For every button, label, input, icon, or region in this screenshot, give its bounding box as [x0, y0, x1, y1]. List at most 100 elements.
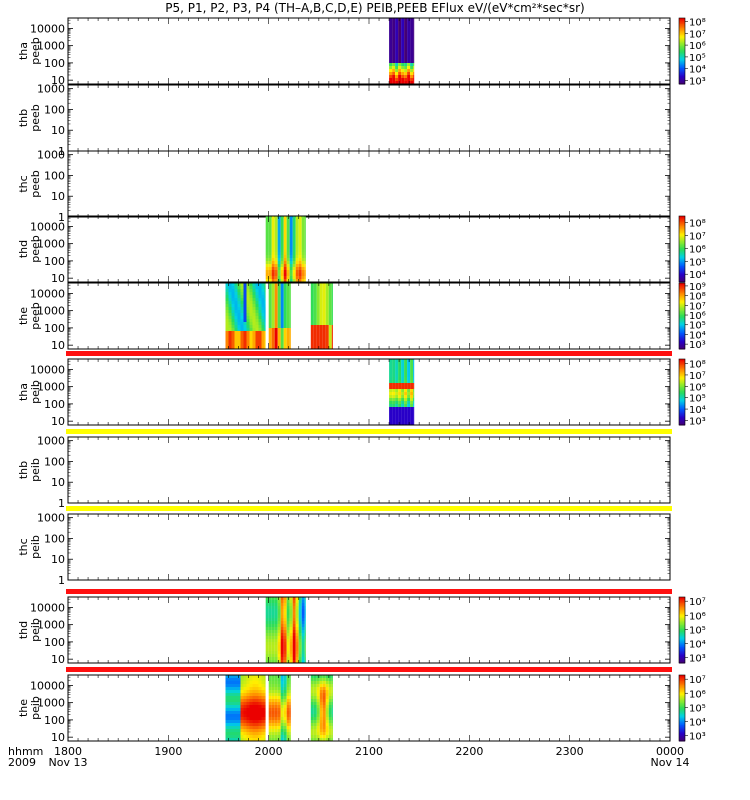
x-tick-label: 1800 — [54, 745, 82, 758]
colorbar-tick-label: 10⁵ — [689, 703, 706, 714]
colorbar-tick-label: 10⁷ — [689, 301, 706, 312]
colorbar-tick-label: 10⁵ — [689, 257, 706, 268]
colorbar-tick-label: 10⁵ — [689, 625, 706, 636]
probe-label: thb — [17, 109, 30, 127]
probe-label: thc — [17, 175, 30, 192]
spectrogram-block — [225, 675, 266, 741]
y-tick-label: 10000 — [30, 601, 65, 614]
panel-frame — [67, 358, 671, 426]
y-tick-label: 1 — [58, 211, 65, 224]
y-tick-label: 100 — [44, 714, 65, 727]
x-axis-year: 2009 — [8, 756, 36, 769]
product-label: peib — [29, 696, 42, 720]
y-tick-label: 1000 — [37, 619, 65, 632]
mode-bar — [66, 667, 672, 672]
colorbar-tick-label: 10⁸ — [689, 18, 706, 29]
y-tick-label: 10 — [51, 74, 65, 87]
colorbar-tick-label: 10⁸ — [689, 292, 706, 303]
colorbar: 10⁴ 10⁵ 10⁶ 10⁷ 10⁸ — [678, 215, 706, 283]
spectrogram-block — [389, 359, 415, 425]
probe-label: tha — [17, 42, 30, 60]
product-label: peeb — [29, 235, 42, 263]
mode-bar — [66, 506, 672, 511]
y-tick-label: 10 — [51, 339, 65, 352]
x-tick-label: 2100 — [355, 745, 383, 758]
colorbar-tick-label: 10⁷ — [689, 597, 706, 608]
y-tick-label: 10 — [51, 124, 65, 137]
probe-label: thc — [17, 538, 30, 555]
x-tick-label: 2300 — [556, 745, 584, 758]
y-tick-label: 100 — [44, 57, 65, 70]
colorbar-tick-label: 10⁶ — [689, 611, 706, 622]
y-tick-label: 100 — [44, 103, 65, 116]
y-tick-label: 10 — [51, 553, 65, 566]
x-axis-label: hhmm — [8, 745, 43, 758]
mode-bar — [66, 429, 672, 434]
colorbar-tick-label: 10⁴ — [689, 65, 706, 76]
colorbar-tick-label: 10³ — [689, 340, 706, 351]
panel-frame — [67, 674, 671, 742]
colorbar-tick-label: 10⁵ — [689, 394, 706, 405]
y-tick-label: 1 — [58, 574, 65, 587]
panel-frame — [67, 513, 671, 581]
colorbar-tick-label: 10⁸ — [689, 360, 706, 371]
y-tick-label: 1000 — [37, 381, 65, 394]
y-tick-label: 10000 — [30, 679, 65, 692]
colorbar-tick-label: 10⁴ — [689, 330, 706, 341]
probe-label: the — [17, 307, 30, 325]
product-label: peib — [29, 380, 42, 404]
y-tick-label: 100 — [44, 636, 65, 649]
spectrogram-block — [225, 283, 266, 349]
spectrogram-block — [265, 597, 306, 663]
y-tick-label: 1000 — [37, 40, 65, 53]
mode-bar — [66, 589, 672, 594]
colorbar-tick-label: 10⁶ — [689, 311, 706, 322]
panel-thb-peeb: 1 10 100 1000 thb peeb — [17, 83, 671, 158]
probe-label: the — [17, 699, 30, 717]
y-tick-label: 1000 — [37, 305, 65, 318]
y-tick-label: 1000 — [37, 435, 65, 448]
colorbar-tick-label: 10⁷ — [689, 371, 706, 382]
colorbar-tick-label: 10⁷ — [689, 231, 706, 242]
colorbar-tick-label: 10⁶ — [689, 244, 706, 255]
y-tick-label: 10000 — [30, 363, 65, 376]
y-tick-label: 1000 — [37, 238, 65, 251]
y-tick-label: 10000 — [30, 22, 65, 35]
x-tick-label: 1900 — [154, 745, 182, 758]
spectrogram-block — [310, 675, 333, 741]
product-label: peeb — [29, 104, 42, 132]
colorbar-tick-label: 10⁶ — [689, 689, 706, 700]
date-label: Nov 13 — [49, 756, 88, 769]
colorbar-tick-label: 10⁷ — [689, 29, 706, 40]
probe-label: thb — [17, 461, 30, 479]
colorbar: 10³ 10⁴ 10⁵ 10⁶ 10⁷ — [678, 674, 706, 742]
mode-bar — [66, 351, 672, 356]
chart-title: P5, P1, P2, P3, P4 (TH–A,B,C,D,E) PEIB,P… — [165, 1, 585, 15]
spectrogram-block — [310, 283, 333, 349]
x-tick-label: 2000 — [255, 745, 283, 758]
y-tick-label: 10 — [51, 653, 65, 666]
colorbar-tick-label: 10⁴ — [689, 639, 706, 650]
product-label: peeb — [29, 37, 42, 65]
spectrogram-block — [268, 675, 291, 741]
colorbar-tick-label: 10³ — [689, 76, 706, 87]
x-tick-label: 2200 — [455, 745, 483, 758]
product-label: peeb — [29, 170, 42, 198]
panel-thc-peib: 1 10 100 1000 thc peib — [17, 506, 672, 587]
colorbar-tick-label: 10⁶ — [689, 382, 706, 393]
colorbar-tick-label: 10⁶ — [689, 41, 706, 52]
product-label: peib — [29, 618, 42, 642]
panel-thc-peeb: 1 10 100 1000 thc peeb — [17, 149, 671, 224]
colorbar-tick-label: 10⁸ — [689, 218, 706, 229]
colorbar-tick-label: 10⁴ — [689, 717, 706, 728]
colorbar-tick-label: 10⁵ — [689, 53, 706, 64]
probe-label: thd — [17, 621, 30, 639]
spectrogram-block — [265, 216, 306, 282]
y-tick-label: 100 — [44, 322, 65, 335]
y-tick-label: 1000 — [37, 697, 65, 710]
